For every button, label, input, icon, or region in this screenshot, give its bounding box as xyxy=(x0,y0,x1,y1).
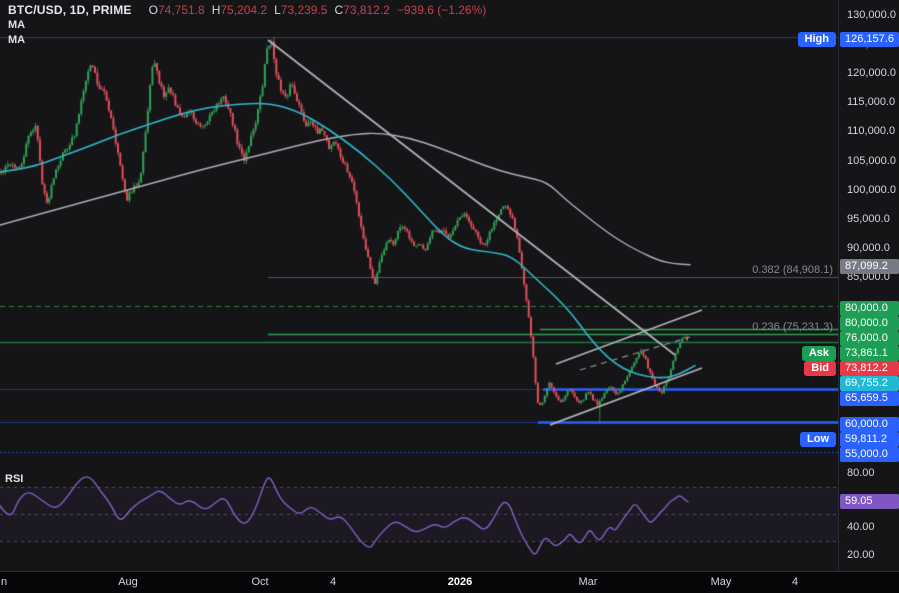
axis-tick: 105,000.0 xyxy=(847,155,896,167)
axis-badge-level-76000: 76,000.0 xyxy=(840,331,899,346)
axis-badge-low: 59,811.2 xyxy=(840,432,899,447)
axis-tick: 120,000.0 xyxy=(847,67,896,79)
open-label: O xyxy=(148,3,158,17)
ask-tag[interactable]: Ask xyxy=(801,346,836,361)
ma-legend-2[interactable]: MA xyxy=(8,34,26,46)
time-tick: Aug xyxy=(118,576,138,588)
low-tag: Low xyxy=(800,432,836,447)
axis-badge-ma-slow-value: 87,099.2 xyxy=(840,259,899,274)
chart-legend: BTC/USD, 1D, PRIME O74,751.8 H75,204.2 L73,… xyxy=(8,3,486,48)
symbol-title[interactable]: BTC/USD, 1D, PRIME xyxy=(8,3,132,17)
axis-tick: 90,000.0 xyxy=(847,242,890,254)
time-axis[interactable]: n Aug Oct 4 2026 Mar May 4 xyxy=(0,571,899,593)
rsi-pane-label[interactable]: RSI xyxy=(5,473,24,485)
axis-badge-level-60000: 60,000.0 xyxy=(840,417,899,432)
time-tick: May xyxy=(710,576,732,588)
fib-level-label: 0.236 (75,231.3) xyxy=(752,320,833,333)
axis-tick: 80.00 xyxy=(847,467,875,479)
axis-tick: 20.00 xyxy=(847,549,875,561)
axis-tick: 115,000.0 xyxy=(847,96,896,108)
axis-tick: 95,000.0 xyxy=(847,213,890,225)
axis-tick: 110,000.0 xyxy=(847,125,896,137)
time-tick: 4 xyxy=(791,576,799,588)
close-label: C xyxy=(334,3,344,17)
bid-tag[interactable]: Bid xyxy=(804,361,836,376)
axis-badge-alert-80000-b: 80,000.0 xyxy=(840,316,899,331)
axis-tick: 40.00 xyxy=(847,521,875,533)
axis-badge-high: 126,157.6 xyxy=(840,32,899,47)
axis-badge-level-65659: 65,659.5 xyxy=(840,391,899,406)
axis-tick: 85,000.0 xyxy=(847,271,890,283)
axis-badge-level-55000: 55,000.0 xyxy=(840,447,899,462)
change-value: −939.6 (−1.26%) xyxy=(396,3,487,17)
ma-legend-1[interactable]: MA xyxy=(8,19,26,31)
close-value: 73,812.2 xyxy=(343,3,390,17)
time-tick: 2026 xyxy=(447,576,473,588)
legend-row: BTC/USD, 1D, PRIME O74,751.8 H75,204.2 L73,… xyxy=(8,3,486,18)
low-value: 73,239.5 xyxy=(280,3,328,17)
axis-tick: 100,000.0 xyxy=(847,184,896,196)
high-label: H xyxy=(211,3,221,17)
axis-badge-ma-fast-value: 69,755.2 xyxy=(840,376,899,391)
high-tag: High xyxy=(797,32,836,47)
axis-badge-ask[interactable]: 73,861.1 xyxy=(840,346,899,361)
price-axis[interactable]: 130,000.0125,000.0120,000.0115,000.0110,… xyxy=(838,0,899,571)
time-tick: n xyxy=(1,576,8,588)
time-tick: Oct xyxy=(251,576,269,588)
fib-level-label: 0.382 (84,908.1) xyxy=(752,264,833,277)
price-chart-canvas[interactable] xyxy=(0,0,838,571)
axis-tick: 130,000.0 xyxy=(847,9,896,21)
low-label: L xyxy=(274,3,281,17)
axis-badge-alert-80000-a: 80,000.0 xyxy=(840,301,899,316)
axis-badge-bid[interactable]: 73,812.2 xyxy=(840,361,899,376)
axis-badge-rsi-value: 59.05 xyxy=(840,494,899,509)
open-value: 74,751.8 xyxy=(157,3,205,17)
high-value: 75,204.2 xyxy=(220,3,268,17)
time-tick: Mar xyxy=(578,576,598,588)
time-tick: 4 xyxy=(329,576,337,588)
